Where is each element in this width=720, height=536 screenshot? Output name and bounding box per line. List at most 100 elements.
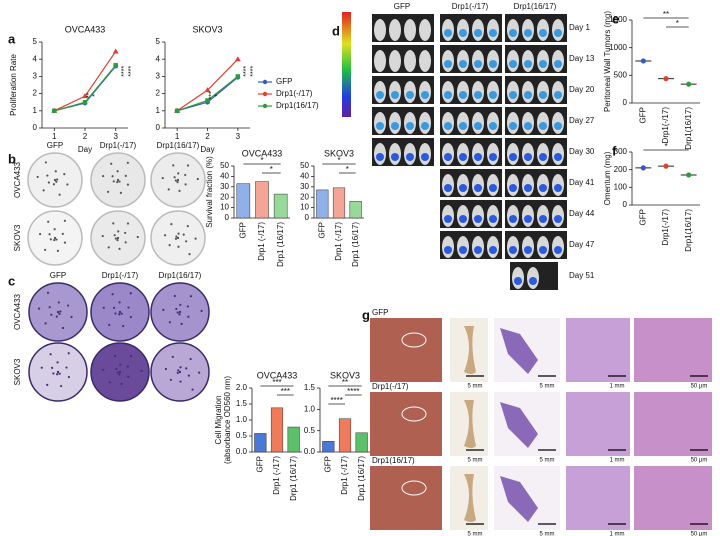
signal xyxy=(474,153,482,161)
colony xyxy=(169,378,172,381)
colony xyxy=(112,180,115,183)
colony xyxy=(65,366,68,369)
day-label: Day 27 xyxy=(569,116,595,125)
colony xyxy=(118,373,121,376)
colony xyxy=(63,172,66,176)
panel-label: b xyxy=(8,151,16,166)
bar xyxy=(236,183,251,219)
signal xyxy=(489,91,497,99)
micrograph xyxy=(370,392,442,456)
mean-point xyxy=(640,58,646,64)
signal xyxy=(524,91,532,99)
signal xyxy=(391,91,399,99)
y-tick-label: 40 xyxy=(300,172,309,181)
color-scale xyxy=(342,12,351,117)
signal xyxy=(509,60,517,68)
scale-label: 1 mm xyxy=(610,532,625,536)
signal xyxy=(376,122,384,130)
significance: *** xyxy=(208,91,215,99)
signal xyxy=(444,29,452,37)
colony xyxy=(110,162,113,165)
column-label: GFP xyxy=(50,271,66,280)
colony xyxy=(178,313,181,316)
y-tick-label: 10 xyxy=(300,203,309,212)
colony xyxy=(66,183,69,186)
signal xyxy=(554,122,562,130)
colony xyxy=(111,175,114,178)
scale-label: 5 mm xyxy=(540,532,555,536)
day-label: Day 51 xyxy=(569,271,595,280)
colony xyxy=(184,183,187,186)
column-label: GFP xyxy=(394,2,410,11)
x-tick-label: GFP xyxy=(255,456,264,472)
colony xyxy=(53,236,57,240)
x-tick-label: Drp1(-/17) xyxy=(661,107,670,144)
bar xyxy=(332,187,346,219)
signal xyxy=(509,91,517,99)
colony xyxy=(116,236,120,240)
x-tick-label: Drp1 (16/17) xyxy=(289,456,298,501)
significance: * xyxy=(270,165,273,174)
colony xyxy=(179,366,182,369)
colony xyxy=(186,305,189,308)
colony xyxy=(55,315,58,318)
signal xyxy=(539,29,547,37)
colony xyxy=(194,237,197,240)
day-label: Day 20 xyxy=(569,85,595,94)
signal xyxy=(554,60,562,68)
y-tick-label: 100 xyxy=(614,182,628,191)
colony xyxy=(173,176,176,179)
colony xyxy=(177,245,180,248)
signal xyxy=(376,153,384,161)
point xyxy=(52,108,57,113)
colony xyxy=(58,372,61,375)
x-tick-label: Drp1 (16/17) xyxy=(351,222,360,267)
colony xyxy=(116,170,119,173)
x-axis-label: Day xyxy=(78,145,92,154)
y-tick-label: 200 xyxy=(614,165,628,174)
colony xyxy=(58,312,61,316)
signal xyxy=(489,60,497,68)
y-axis-label: Omentum (mg) xyxy=(603,151,612,205)
colony xyxy=(162,308,165,311)
significance: * xyxy=(214,94,221,97)
scale-label: 5 mm xyxy=(468,458,483,464)
colony xyxy=(178,189,181,192)
scale-label: 5 mm xyxy=(540,384,555,390)
signal xyxy=(524,246,532,254)
axes xyxy=(631,152,700,206)
signal xyxy=(474,246,482,254)
colony xyxy=(127,375,130,378)
colony xyxy=(129,315,132,319)
scale-label: 5 mm xyxy=(540,458,555,464)
signal xyxy=(554,184,562,192)
x-tick-label: 3 xyxy=(113,132,118,141)
row-label: SKOV3 xyxy=(13,224,22,251)
colony xyxy=(39,232,42,236)
colony xyxy=(168,244,171,247)
y-tick-label: 4 xyxy=(156,54,161,63)
x-tick-label: GFP xyxy=(317,222,326,238)
y-tick-label: 2 xyxy=(156,89,161,98)
signal xyxy=(444,91,452,99)
bar xyxy=(322,441,335,453)
mean-point xyxy=(663,76,669,82)
signal xyxy=(524,153,532,161)
signal xyxy=(421,153,429,161)
colony xyxy=(54,170,57,173)
x-tick-label: Drp1 (-/17) xyxy=(257,222,266,261)
signal xyxy=(524,184,532,192)
colony xyxy=(126,222,130,225)
colony xyxy=(67,304,70,307)
colony xyxy=(126,183,130,186)
y-axis-label: Cell Migration xyxy=(214,396,223,445)
colony xyxy=(167,188,170,191)
mouse xyxy=(374,50,386,72)
scale-label: 1 mm xyxy=(610,458,625,464)
scale-label: 50 µm xyxy=(691,458,708,464)
colony xyxy=(61,232,64,236)
y-tick-label: 1 xyxy=(156,106,161,115)
colony xyxy=(161,176,164,180)
point xyxy=(204,87,211,93)
micrograph xyxy=(566,318,630,382)
